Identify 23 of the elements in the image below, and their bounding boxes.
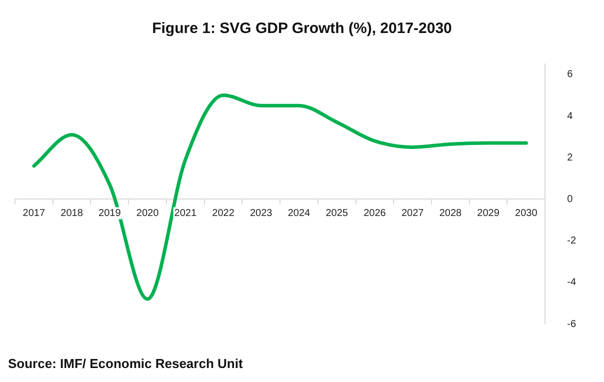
y-tick-label: 6 <box>567 69 574 80</box>
x-tick-label: 2020 <box>136 208 160 219</box>
x-tick-label: 2022 <box>212 208 235 219</box>
x-tick-label: 2019 <box>98 208 122 219</box>
y-tick-label: -6 <box>567 318 576 330</box>
source-note: Source: IMF/ Economic Research Unit <box>8 356 243 371</box>
y-tick-label: 4 <box>567 110 574 122</box>
chart-title: Figure 1: SVG GDP Growth (%), 2017-2030 <box>151 20 453 37</box>
x-tick-label: 2028 <box>439 208 462 219</box>
x-tick-label: 2017 <box>22 208 46 219</box>
y-tick-label: -2 <box>567 236 576 247</box>
x-tick-label: 2030 <box>515 208 538 219</box>
x-tick-label: 2029 <box>477 208 500 219</box>
x-tick-label: 2021 <box>174 208 197 219</box>
y-tick-label: -4 <box>567 277 576 288</box>
x-tick-label: 2018 <box>60 208 84 219</box>
x-tick-label: 2027 <box>401 208 424 219</box>
x-tick-label: 2025 <box>326 208 348 219</box>
x-tick-label: 2023 <box>250 208 273 219</box>
x-tick-label: 2026 <box>364 208 386 219</box>
x-tick-label: 2024 <box>288 208 311 219</box>
y-tick-label: 2 <box>567 152 574 164</box>
y-tick-label: 0 <box>567 194 574 205</box>
